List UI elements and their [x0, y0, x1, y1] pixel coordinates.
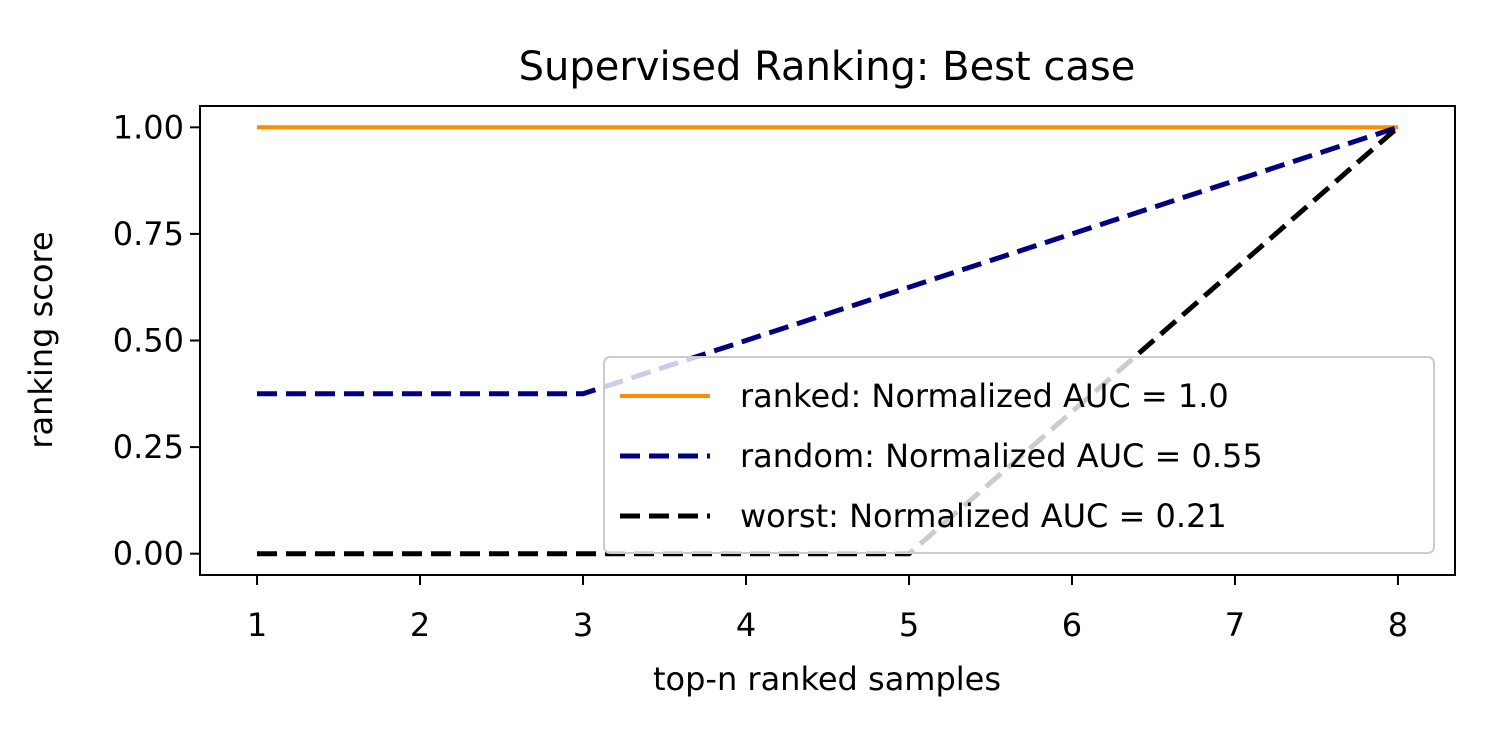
- y-tick-label: 0.25: [113, 428, 184, 466]
- x-tick-label: 1: [247, 606, 267, 644]
- x-tick-label: 3: [573, 606, 593, 644]
- legend-label-3: worst: Normalized AUC = 0.21: [740, 497, 1227, 535]
- legend-label-1: ranked: Normalized AUC = 1.0: [740, 377, 1229, 415]
- legend-label-2: random: Normalized AUC = 0.55: [740, 437, 1263, 475]
- chart-title: Supervised Ranking: Best case: [519, 44, 1136, 90]
- y-axis-ticks: 0.00 0.25 0.50 0.75 1.00: [113, 108, 200, 573]
- x-tick-label: 4: [736, 606, 756, 644]
- x-tick-label: 6: [1062, 606, 1082, 644]
- legend: ranked: Normalized AUC = 1.0 random: Norm…: [603, 356, 1435, 554]
- x-axis-ticks: 1 2 3 4 5 6 7 8: [247, 575, 1408, 644]
- x-tick-label: 8: [1388, 606, 1408, 644]
- x-tick-label: 5: [899, 606, 919, 644]
- x-tick-label: 7: [1225, 606, 1245, 644]
- y-tick-label: 0.00: [113, 535, 184, 573]
- x-axis-label: top-n ranked samples: [653, 660, 1001, 698]
- x-tick-label: 2: [410, 606, 430, 644]
- series-line-2: [257, 124, 1399, 397]
- legend-box: [603, 356, 1435, 554]
- y-tick-label: 1.00: [113, 108, 184, 146]
- legend-items: ranked: Normalized AUC = 1.0 random: Norm…: [620, 377, 1263, 535]
- y-tick-label: 0.50: [113, 322, 184, 360]
- y-tick-label: 0.75: [113, 215, 184, 253]
- y-axis-label: ranking score: [22, 231, 60, 448]
